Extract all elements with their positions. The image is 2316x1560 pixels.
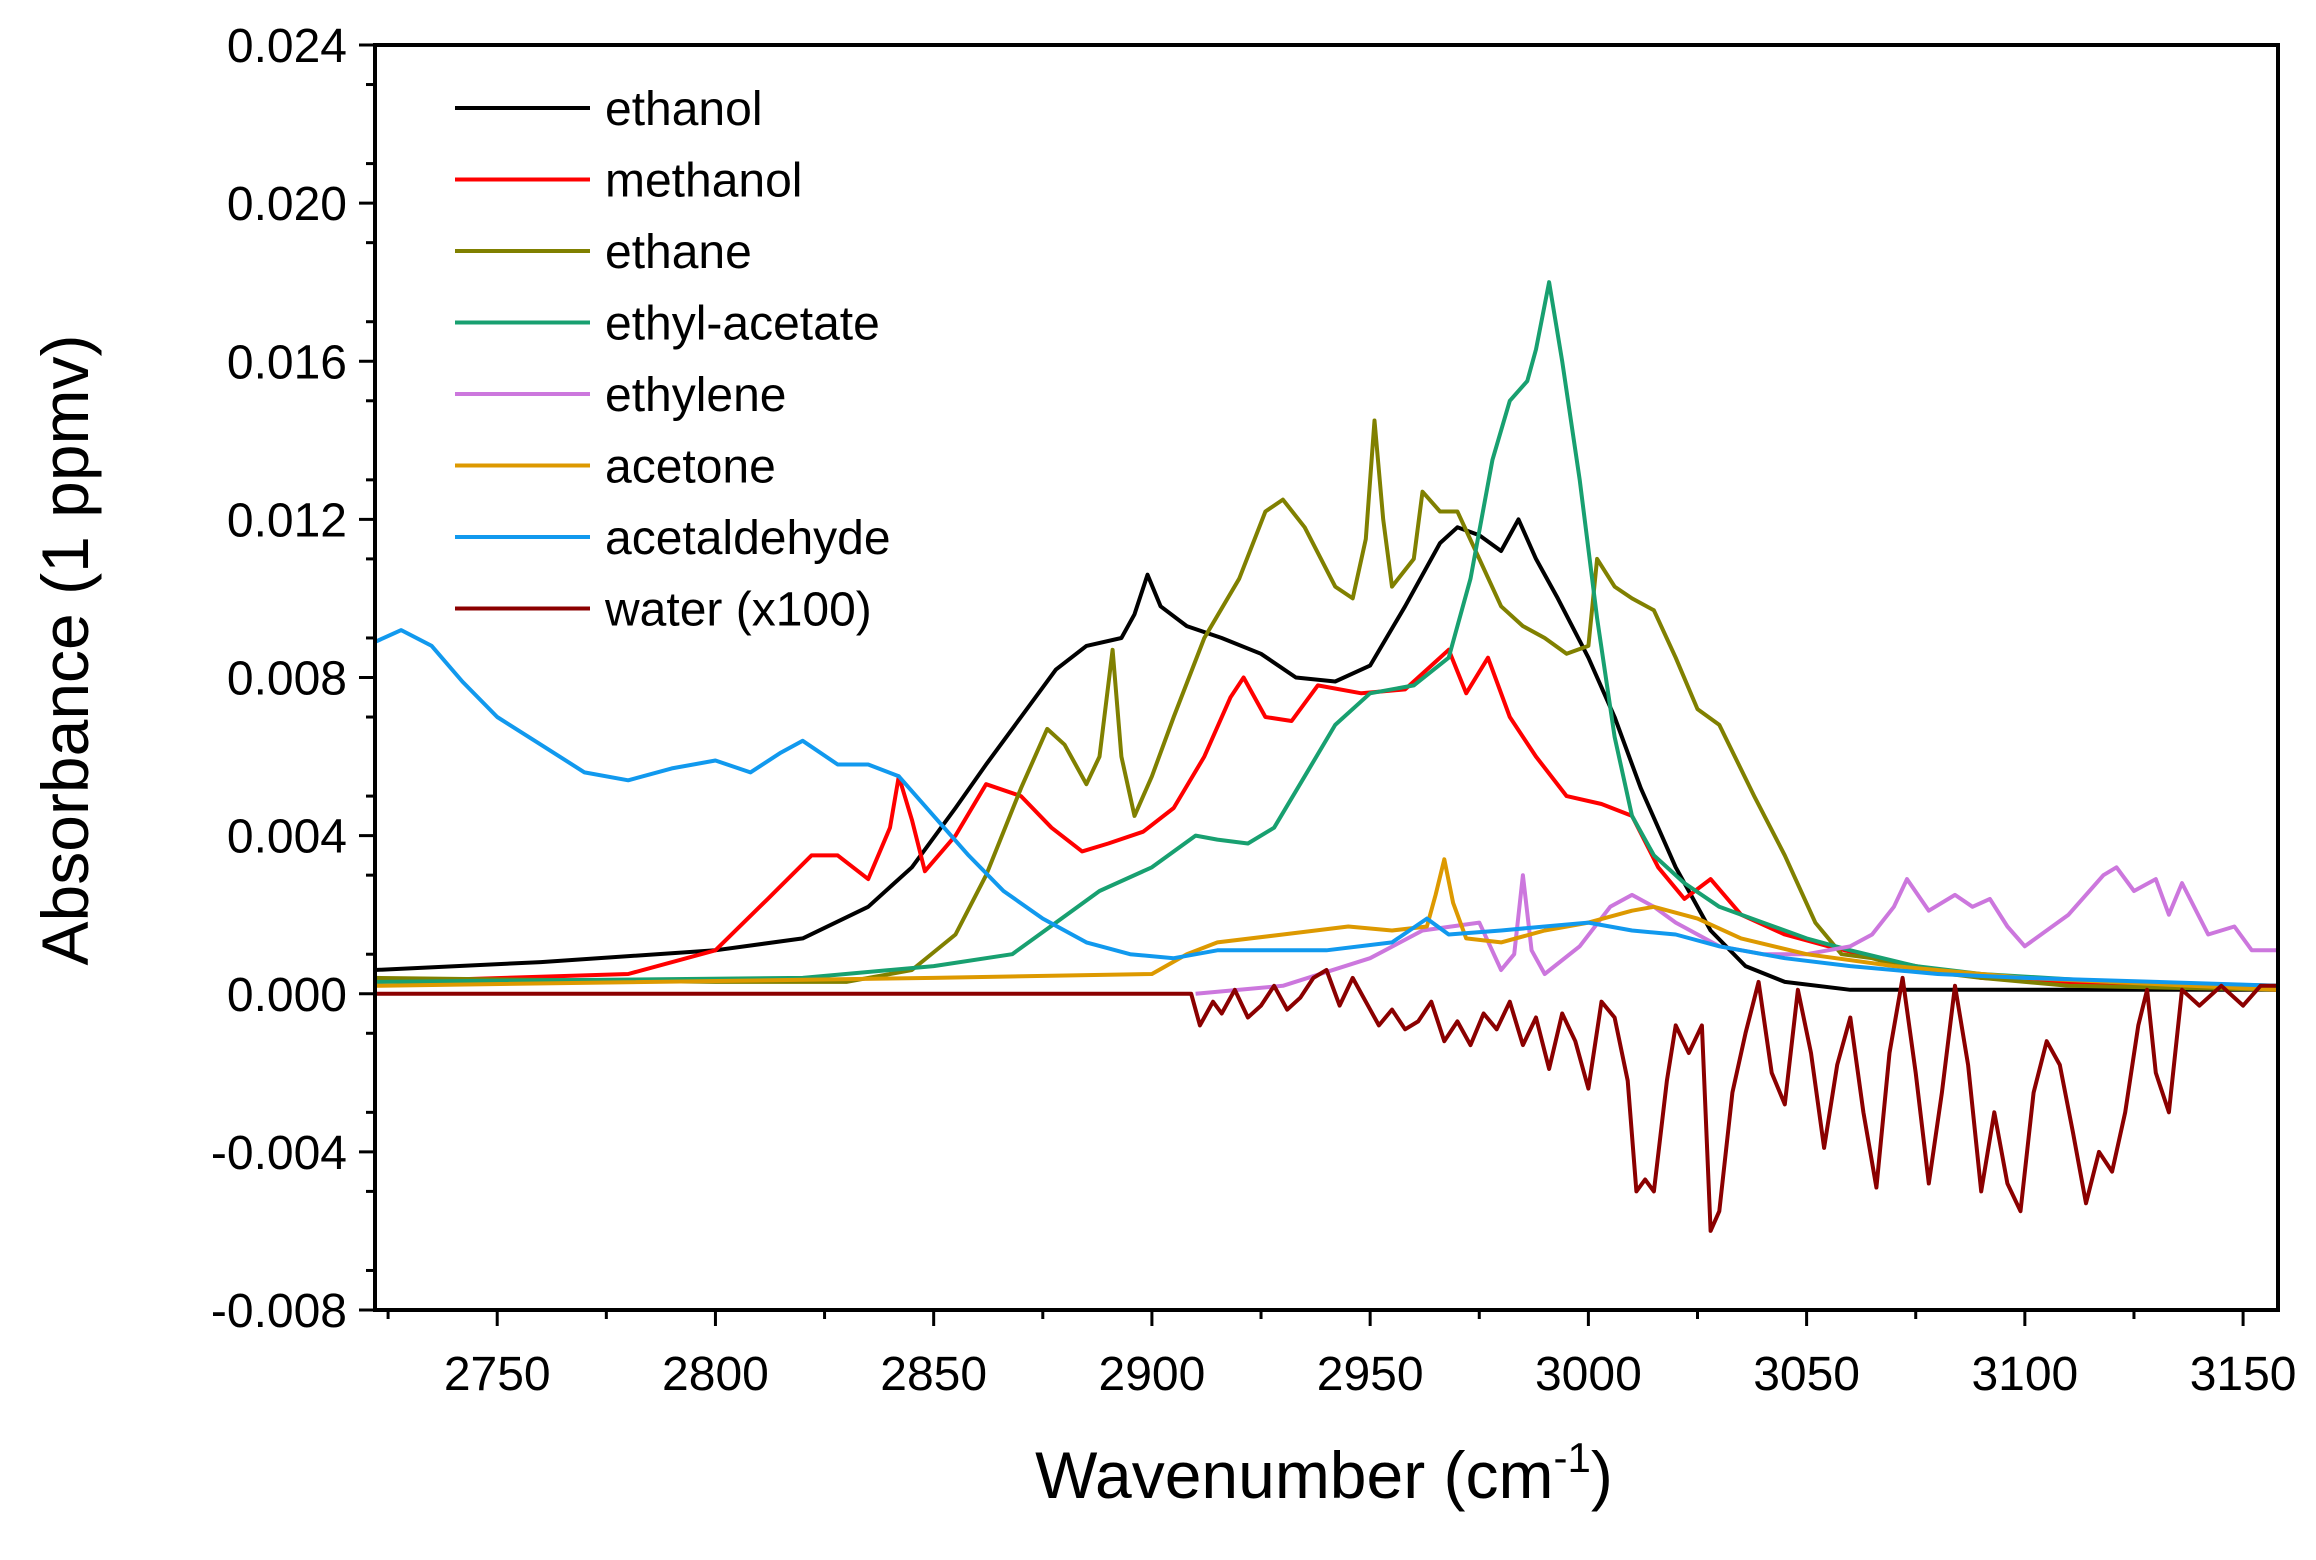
x-axis-title: Wavenumber (cm-1) [1035, 1434, 1613, 1512]
x-tick-label: 2850 [880, 1348, 987, 1401]
legend-label: ethane [605, 226, 752, 279]
y-axis-title: Absorbance (1 ppmv) [28, 335, 102, 966]
legend-label: ethylene [605, 369, 786, 422]
series-line-water-x100 [375, 968, 2278, 1233]
legend-label: acetaldehyde [605, 512, 891, 565]
x-tick-label: 2950 [1317, 1348, 1424, 1401]
series-line-ethane [375, 418, 2278, 992]
x-tick-label: 2800 [662, 1348, 769, 1401]
y-tick-label: 0.008 [227, 653, 347, 706]
legend-label: water (x100) [604, 584, 872, 637]
x-tick-label: 2750 [444, 1348, 551, 1401]
series-line-ethylene [1195, 865, 2278, 996]
legend: ethanol methanol ethane ethyl-acetate ethyle… [455, 83, 891, 637]
series-layer [375, 280, 2278, 1233]
x-tick-label: 3000 [1535, 1348, 1642, 1401]
legend-label: ethanol [605, 83, 762, 136]
x-axis-title-close: ) [1591, 1438, 1613, 1512]
legend-label: methanol [605, 155, 802, 208]
y-tick-label: 0.024 [227, 20, 347, 73]
legend-label: ethyl-acetate [605, 298, 880, 351]
y-tick-label: -0.004 [211, 1127, 347, 1180]
series-line-acetone [375, 857, 2278, 992]
x-tick-label: 2900 [1099, 1348, 1206, 1401]
series-line-ethanol [375, 517, 2278, 992]
x-tick-label: 3150 [2190, 1348, 2297, 1401]
axes-layer: 2750 2800 2850 2900 2950 3000 3050 3100 3150 -0.0… [211, 20, 2297, 1401]
x-tick-label: 3050 [1753, 1348, 1860, 1401]
y-tick-label: 0.012 [227, 494, 347, 547]
series-line-methanol [375, 647, 2278, 992]
series-line-acetaldehyde [375, 628, 2278, 988]
y-tick-label: 0.004 [227, 811, 347, 864]
series-line-ethyl-acetate [375, 280, 2278, 988]
y-tick-label: 0.016 [227, 336, 347, 389]
x-axis-title-text: Wavenumber (cm [1035, 1438, 1553, 1512]
x-tick-label: 3100 [1971, 1348, 2078, 1401]
y-tick-label: 0.020 [227, 178, 347, 231]
y-tick-label: 0.000 [227, 969, 347, 1022]
x-axis-title-superscript: -1 [1554, 1434, 1591, 1481]
y-tick-label: -0.008 [211, 1285, 347, 1338]
legend-label: acetone [605, 441, 776, 494]
